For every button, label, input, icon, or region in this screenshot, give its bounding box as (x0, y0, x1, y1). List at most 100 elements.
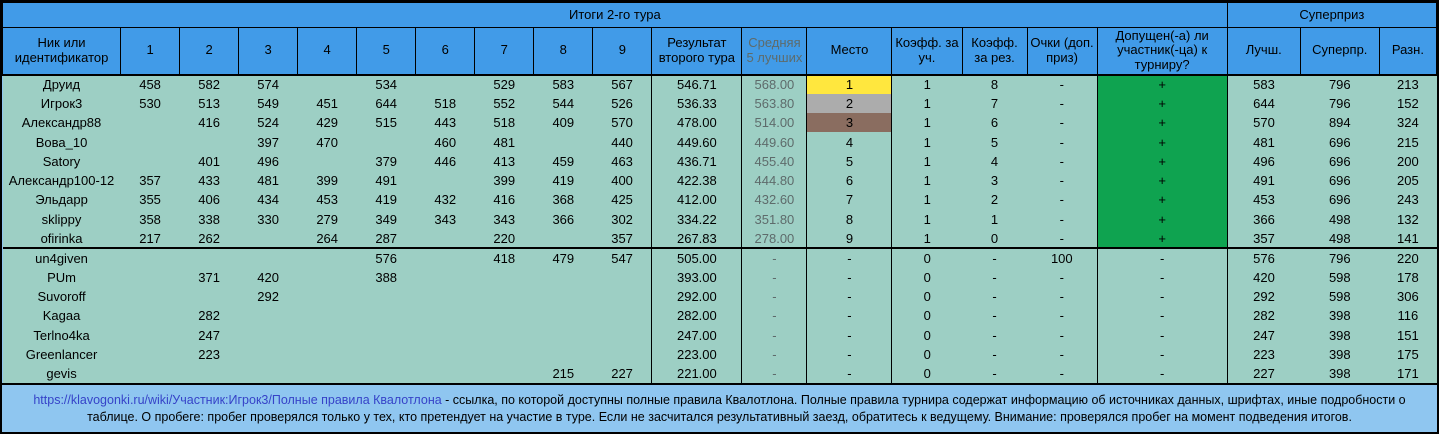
bonus-points-cell: - (1027, 267, 1098, 287)
coef-participation-cell: 1 (891, 151, 962, 171)
difference-cell: 116 (1379, 306, 1437, 326)
coef-result-cell: 6 (962, 113, 1028, 133)
place-cell: - (806, 267, 893, 287)
superprize-cell: 894 (1300, 113, 1380, 133)
difference-cell: 205 (1379, 170, 1437, 191)
race-cell: 419 (533, 170, 593, 191)
race-cell (297, 74, 357, 94)
race-column-header: 6 (415, 27, 476, 75)
race-cell: 425 (592, 190, 652, 210)
difference-cell: 151 (1379, 325, 1437, 345)
race-cell: 518 (415, 93, 475, 114)
race-cell (238, 248, 298, 268)
difference-cell: 200 (1379, 151, 1437, 171)
race-cell (533, 286, 593, 307)
table-row: gevis 215 227 221.00- -0- - -227 398 171 (2, 363, 1437, 384)
race-cell: 416 (179, 113, 239, 133)
table-row: ofirinka 217 262 264 287 220 357 267.83 278.00 9 1… (2, 228, 1437, 249)
bonus-points-cell: - (1027, 93, 1098, 114)
nick-cell: PUm (2, 267, 121, 287)
coef-result-column-header: Коэфф. за рез. (961, 27, 1028, 75)
race-cell: 343 (415, 209, 475, 229)
race-cell: 357 (120, 170, 180, 191)
race-cell (179, 363, 239, 384)
nick-cell: Игрок3 (2, 93, 121, 114)
admitted-cell: + (1097, 74, 1228, 94)
avg5-cell: 278.00 (741, 228, 807, 249)
race-cell: 388 (356, 267, 416, 287)
difference-column-header: Разн. (1378, 27, 1438, 75)
race-cell: 549 (238, 93, 298, 114)
nick-cell: un4given (2, 248, 121, 268)
place-cell: - (806, 363, 893, 384)
superprize-cell: 398 (1300, 344, 1380, 364)
avg5-cell: 449.60 (741, 132, 807, 152)
difference-cell: 152 (1379, 93, 1437, 114)
coef-result-cell: 1 (962, 209, 1028, 229)
race-cell: 349 (356, 209, 416, 229)
result-cell: 292.00 (651, 286, 742, 307)
admitted-cell: + (1097, 190, 1228, 210)
race-cell: 574 (238, 74, 298, 94)
race-cell (120, 151, 180, 171)
coef-participation-cell: 1 (891, 132, 962, 152)
bonus-points-cell: - (1027, 228, 1098, 249)
race-cell (297, 286, 357, 307)
race-column-header: 2 (179, 27, 240, 75)
difference-cell: 324 (1379, 113, 1437, 133)
race-cell (533, 228, 593, 249)
race-cell: 524 (238, 113, 298, 133)
race-column-header: 5 (356, 27, 417, 75)
result-cell: 247.00 (651, 325, 742, 345)
race-cell (415, 170, 475, 191)
race-cell: 419 (356, 190, 416, 210)
difference-cell: 175 (1379, 344, 1437, 364)
race-cell (415, 248, 475, 268)
race-cell: 409 (533, 113, 593, 133)
race-cell: 518 (474, 113, 534, 133)
superprize-cell: 696 (1300, 132, 1380, 152)
place-cell: 2 (806, 93, 893, 114)
avg5-cell: - (741, 344, 807, 364)
nick-cell: Александр100-12 (2, 170, 121, 191)
race-column-header: 4 (297, 27, 358, 75)
coef-result-cell: - (962, 363, 1028, 384)
place-cell: 9 (806, 228, 893, 249)
race-cell (415, 228, 475, 249)
coef-participation-cell: 0 (891, 286, 962, 307)
nick-cell: ofirinka (2, 228, 121, 249)
place-cell: 7 (806, 190, 893, 210)
result-cell: 282.00 (651, 306, 742, 326)
admitted-cell: - (1097, 267, 1228, 287)
nick-cell: Друид (2, 74, 121, 94)
race-cell: 451 (297, 93, 357, 114)
rules-link[interactable]: https://klavogonki.ru/wiki/Участник:Игро… (33, 392, 442, 407)
race-cell: 338 (179, 209, 239, 229)
avg5-cell: - (741, 306, 807, 326)
admitted-cell: - (1097, 248, 1228, 268)
best-cell: 227 (1227, 363, 1301, 384)
superprize-cell: 796 (1300, 248, 1380, 268)
admitted-cell: + (1097, 228, 1228, 249)
result-cell: 449.60 (651, 132, 742, 152)
nick-cell: Greenlancer (2, 344, 121, 364)
race-cell: 570 (592, 113, 652, 133)
race-cell: 513 (179, 93, 239, 114)
coef-participation-cell: 1 (891, 170, 962, 191)
nick-cell: sklippy (2, 209, 121, 229)
race-cell (238, 325, 298, 345)
result-cell: 422.38 (651, 170, 742, 191)
place-cell: - (806, 248, 893, 268)
race-cell: 302 (592, 209, 652, 229)
avg5-cell: - (741, 286, 807, 307)
admitted-cell: + (1097, 93, 1228, 114)
place-column-header: Место (806, 27, 893, 75)
non-qualified-rows: un4given 576 418 479 547 505.00- -0-100-576 796… (2, 248, 1437, 384)
coef-participation-cell: 0 (891, 248, 962, 268)
best-cell: 496 (1227, 151, 1301, 171)
column-header-row: Ник или идентификатор 1 2 3 4 5 6 7 8 9 … (1, 27, 1438, 75)
bonus-points-cell: - (1027, 170, 1098, 191)
superprize-cell: 696 (1300, 151, 1380, 171)
table-header: Итоги 2-го тура Суперприз Ник или иденти… (1, 2, 1438, 75)
admitted-cell: + (1097, 151, 1228, 171)
